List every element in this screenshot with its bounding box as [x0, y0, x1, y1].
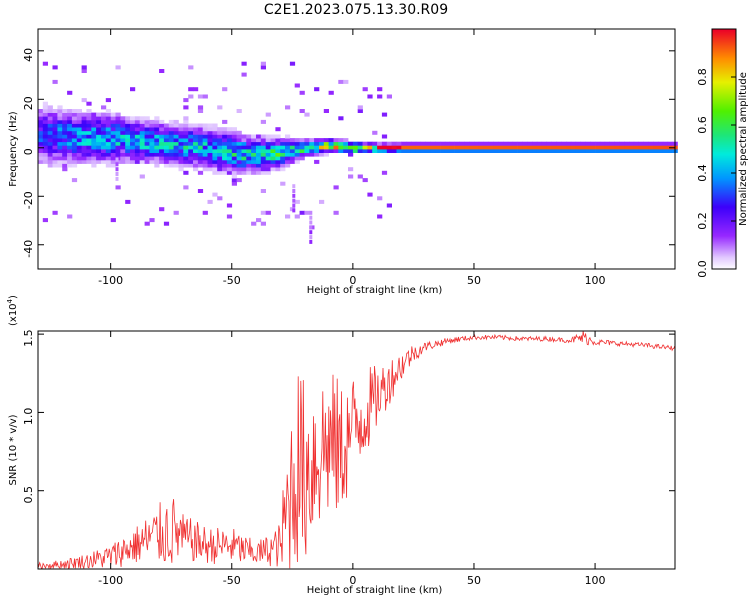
x-tick-label: 50: [467, 274, 481, 287]
x-tick-label: 100: [585, 574, 606, 587]
plot-frame: [37, 28, 676, 270]
x-tick-label: -100: [98, 574, 123, 587]
y-tick-label: 1.0: [22, 408, 35, 426]
x-tick-label: -50: [223, 574, 241, 587]
figure-title: C2E1.2023.075.13.30.R09: [264, 2, 448, 18]
colorbar-tick-label: 0.0: [696, 260, 709, 278]
x-tick-label: 50: [467, 574, 481, 587]
spectrogram-panel: -100 -50 0 50 100 40 20 0 -20 -40 Height of straig…: [8, 28, 678, 296]
y-scale-close: ): [8, 295, 19, 299]
spectrogram-cells: [38, 61, 678, 244]
colorbar-tick-label: 0.6: [696, 116, 709, 134]
y-tick-label: -40: [22, 240, 35, 258]
colorbar-tick-label: 0.2: [696, 212, 709, 230]
y-scale-exponent: 4: [6, 298, 14, 303]
snr-line: [37, 330, 675, 570]
x-tick-label: 0: [349, 574, 356, 587]
snr-panel: -100 -50 0 50 100 0.5 1.0 1.5 Height of straight…: [6, 295, 676, 596]
y-tick-label: 0: [22, 148, 35, 155]
colorbar-frame: [711, 28, 737, 270]
x-axis-label: Height of straight line (km): [307, 585, 443, 596]
y-tick-label: 20: [22, 96, 35, 110]
y-tick-label: -20: [22, 191, 35, 209]
colorbar-tick-label: 0.8: [696, 68, 709, 86]
colorbar-tick-label: 0.4: [696, 164, 709, 182]
y-scale-base: (x10: [8, 303, 19, 326]
x-axis-label: Height of straight line (km): [307, 285, 443, 296]
colorbar: 0.0 0.2 0.4 0.6 0.8 Normalized spectral ampli…: [696, 28, 749, 278]
y-scale-factor: (x104): [6, 295, 19, 326]
y-tick-label: 1.5: [22, 329, 35, 347]
y-tick-label: 40: [22, 48, 35, 62]
colorbar-label: Normalized spectral amplitude: [738, 72, 749, 226]
plot-frame: [37, 330, 676, 570]
x-tick-label: 100: [585, 274, 606, 287]
y-axis-label: Frequency (Hz): [8, 111, 19, 187]
x-tick-label: -50: [223, 274, 241, 287]
x-tick-label: 0: [349, 274, 356, 287]
y-tick-label: 0.5: [22, 486, 35, 504]
y-axis-label: SNR (10 * v/v): [8, 414, 19, 485]
x-tick-label: -100: [98, 274, 123, 287]
